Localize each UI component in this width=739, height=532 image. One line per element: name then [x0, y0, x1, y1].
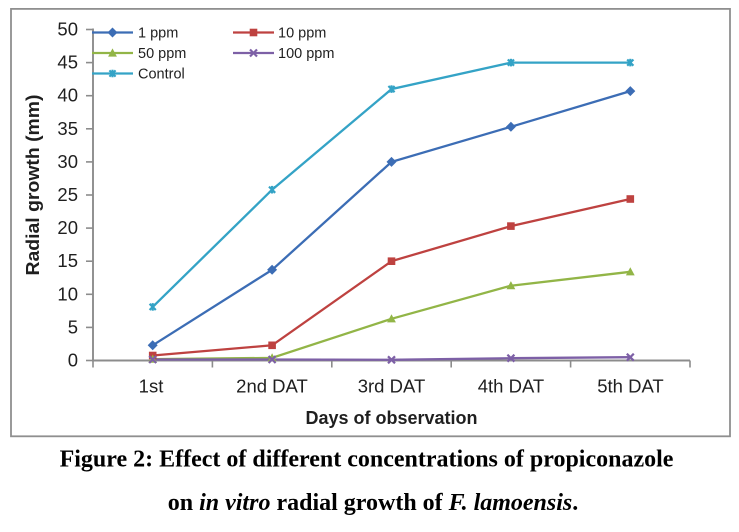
svg-text:25: 25	[57, 184, 78, 205]
svg-text:Days of observation: Days of observation	[305, 408, 477, 428]
svg-text:50 ppm: 50 ppm	[138, 46, 186, 62]
svg-text:5: 5	[68, 316, 78, 337]
svg-text:3rd DAT: 3rd DAT	[358, 376, 426, 397]
svg-text:35: 35	[57, 118, 78, 139]
svg-text:10: 10	[57, 283, 78, 304]
svg-text:15: 15	[57, 250, 78, 271]
svg-text:Radial growth (mm): Radial growth (mm)	[23, 95, 43, 276]
svg-text:10 ppm: 10 ppm	[278, 26, 326, 42]
svg-text:50: 50	[57, 19, 78, 40]
svg-text:2nd DAT: 2nd DAT	[236, 376, 308, 397]
svg-text:30: 30	[57, 151, 78, 172]
svg-text:45: 45	[57, 52, 78, 73]
svg-text:on in vitro radial growth of F: on in vitro radial growth of F. lamoensi…	[168, 490, 579, 516]
svg-text:Figure 2: Effect of different: Figure 2: Effect of different concentrat…	[60, 447, 674, 473]
svg-text:1 ppm: 1 ppm	[138, 26, 178, 42]
svg-text:0: 0	[68, 350, 78, 371]
svg-text:Control: Control	[138, 67, 185, 83]
svg-text:40: 40	[57, 85, 78, 106]
svg-text:20: 20	[57, 217, 78, 238]
svg-text:5th DAT: 5th DAT	[597, 376, 663, 397]
svg-text:1st: 1st	[139, 376, 164, 397]
svg-text:100 ppm: 100 ppm	[278, 46, 334, 62]
svg-text:4th DAT: 4th DAT	[478, 376, 544, 397]
